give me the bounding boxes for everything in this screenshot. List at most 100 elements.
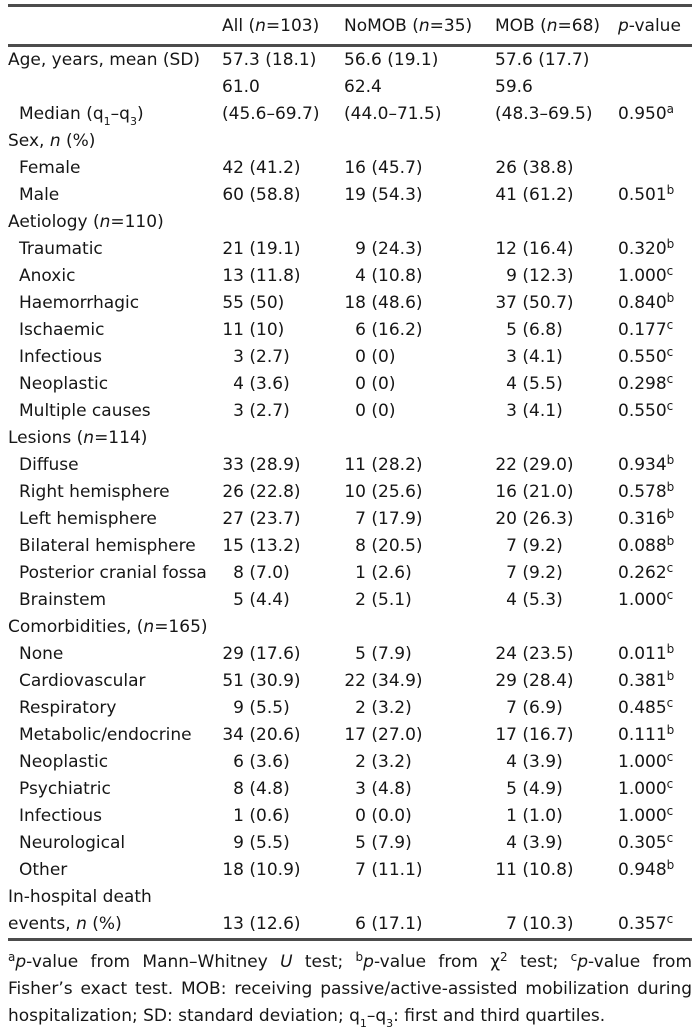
cell-all: 9 (5.5) xyxy=(222,830,344,857)
cell-pvalue: 0.485c xyxy=(618,696,674,718)
value-number: 5 xyxy=(355,833,366,853)
value-number: 3 xyxy=(355,779,366,799)
value-number: 8 xyxy=(233,779,244,799)
table-row: Cardiovascular 51 (30.9) 22 (34.9) 29 (28.4… xyxy=(8,668,692,695)
cell-all: 13 (12.6) xyxy=(222,911,344,938)
value-number: 4 xyxy=(506,833,517,853)
pvalue-superscript: c xyxy=(666,561,674,576)
table-row: Multiple causes 3 (2.7) 0 (0) 3 (4.1) 0.550c xyxy=(8,398,692,425)
value-number: 6 xyxy=(233,752,244,772)
cell-all: 21 (19.1) xyxy=(222,236,344,263)
cell-nomob: 56.6 (19.1) xyxy=(344,47,495,74)
table-row: Psychiatric 8 (4.8) 3 (4.8) 5 (4.9) 1.000c xyxy=(8,776,692,803)
cell-pvalue: 0.948b xyxy=(618,858,675,880)
value-number: 57.6 xyxy=(495,50,533,70)
cell-pvalue: 0.381b xyxy=(618,669,675,691)
cell-nomob: 0 (0) xyxy=(344,371,495,398)
footnote-fragment: : first and third quartiles. xyxy=(393,1006,606,1026)
value-number: 5 xyxy=(355,644,366,664)
value-number: 4 xyxy=(233,374,244,394)
value-number: 11 xyxy=(222,320,244,340)
cell-pvalue: 1.000c xyxy=(618,804,674,826)
value-number: 5 xyxy=(233,590,244,610)
table-row: Infectious 1 (0.6) 0 (0.0) 1 (1.0) 1.000c xyxy=(8,803,692,830)
row-label: Male xyxy=(19,185,60,205)
footnote-fragment: 3 xyxy=(386,1017,394,1030)
pvalue-superscript: b xyxy=(666,534,675,549)
value-number: 13 xyxy=(222,266,244,286)
pvalue-superscript: c xyxy=(666,399,674,414)
cell-pvalue: 0.840b xyxy=(618,291,675,313)
cell-all: 3 (2.7) xyxy=(222,344,344,371)
value-number: 17 xyxy=(344,725,366,745)
pvalue-superscript: b xyxy=(666,453,675,468)
cell-nomob: 62.4 (44.0–71.5) xyxy=(344,74,495,128)
footnote-fragment: 2 xyxy=(500,950,508,965)
pvalue-superscript: c xyxy=(666,831,674,846)
value-number: 7 xyxy=(506,563,517,583)
row-label: Bilateral hemisphere xyxy=(19,536,196,556)
table-section-row: Comorbidities, (n=165) xyxy=(8,614,692,641)
value-number: 59.6 xyxy=(495,77,533,97)
cell-all: 57.3 (18.1) xyxy=(222,47,344,74)
cell-all: 15 (13.2) xyxy=(222,533,344,560)
table-row: Neoplastic 4 (3.6) 0 (0) 4 (5.5) 0.298c xyxy=(8,371,692,398)
cell-pvalue: 0.011b xyxy=(618,642,675,664)
cell-nomob: 4 (10.8) xyxy=(344,263,495,290)
footnote-fragment: 1 xyxy=(359,1017,367,1030)
cell-pvalue: 0.550c xyxy=(618,399,674,421)
row-label: Ischaemic xyxy=(19,320,105,340)
value-number: 11 xyxy=(344,455,366,475)
cell-pvalue: 0.298c xyxy=(618,372,674,394)
footnote-fragment: p xyxy=(15,952,27,972)
cell-pvalue: 0.578b xyxy=(618,480,675,502)
value-number: 24 xyxy=(495,644,517,664)
value-number: 21 xyxy=(222,239,244,259)
value-number: 7 xyxy=(506,536,517,556)
cell-all: 5 (4.4) xyxy=(222,587,344,614)
value-number: 6 xyxy=(355,320,366,340)
value-number: 0 xyxy=(355,347,366,367)
cell-all: 55 (50) xyxy=(222,290,344,317)
cell-nomob: 16 (45.7) xyxy=(344,155,495,182)
cell-mob: 59.6 (48.3–69.5) xyxy=(495,74,618,128)
row-label: Posterior cranial fossa xyxy=(19,563,207,583)
cell-nomob: 5 (7.9) xyxy=(344,830,495,857)
row-label: Female xyxy=(19,158,81,178)
cell-mob: 5 (6.8) xyxy=(495,317,618,344)
cell-nomob: 18 (48.6) xyxy=(344,290,495,317)
cell-nomob: 6 (17.1) xyxy=(344,911,495,938)
paper-table: All (n=103) NoMOB (n=35) MOB (n=68) p-value… xyxy=(0,4,700,1030)
cell-nomob: 7 (11.1) xyxy=(344,857,495,884)
row-label: Metabolic/endocrine xyxy=(19,725,192,745)
table-row: Left hemisphere 27 (23.7) 7 (17.9) 20 (26.3… xyxy=(8,506,692,533)
cell-pvalue: 0.357c xyxy=(618,912,674,934)
cell-pvalue: 0.950a xyxy=(618,102,675,124)
cell-nomob: 0 (0) xyxy=(344,344,495,371)
cell-mob: 57.6 (17.7) xyxy=(495,47,618,74)
pvalue-superscript: b xyxy=(666,723,675,738)
header-col-all: All (n=103) xyxy=(222,16,320,36)
value-number: 4 xyxy=(506,374,517,394)
value-number: 3 xyxy=(506,347,517,367)
value-number: 3 xyxy=(506,401,517,421)
cell-mob: 4 (3.9) xyxy=(495,830,618,857)
value-number: 1 xyxy=(233,806,244,826)
row-label: Comorbidities, (n=165) xyxy=(8,617,208,637)
value-number: 20 xyxy=(495,509,517,529)
cell-nomob: 3 (4.8) xyxy=(344,776,495,803)
cell-mob: 7 (9.2) xyxy=(495,533,618,560)
cell-mob: 24 (23.5) xyxy=(495,641,618,668)
cell-pvalue: 0.550c xyxy=(618,345,674,367)
row-label: Age, years, mean (SD) xyxy=(8,50,201,70)
pvalue-superscript: b xyxy=(666,858,675,873)
pvalue-superscript: c xyxy=(666,588,674,603)
row-label: In-hospital death events, n (%) xyxy=(8,887,152,934)
table-row: Ischaemic 11 (10) 6 (16.2) 5 (6.8) 0.177c xyxy=(8,317,692,344)
cell-nomob: 0 (0) xyxy=(344,398,495,425)
cell-all: 18 (10.9) xyxy=(222,857,344,884)
row-label: Median (q1–q3) xyxy=(19,104,144,129)
cell-pvalue: 0.177c xyxy=(618,318,674,340)
table-header-rule xyxy=(8,44,692,47)
value-number: 9 xyxy=(233,698,244,718)
